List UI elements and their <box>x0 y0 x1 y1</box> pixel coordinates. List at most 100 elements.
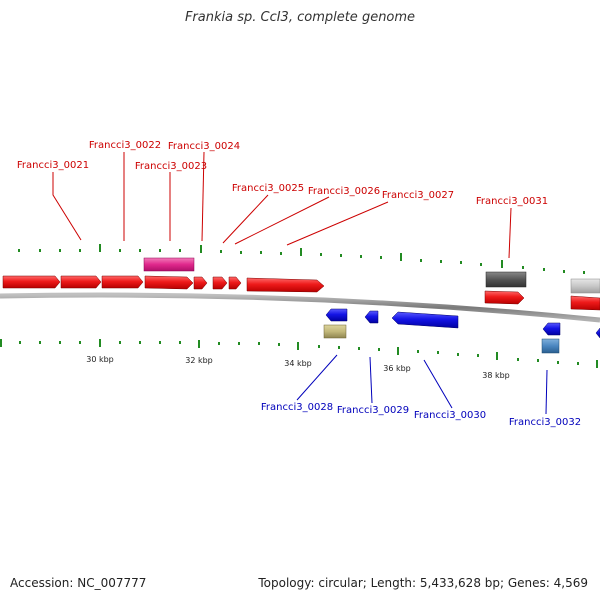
tick-mark <box>378 348 380 351</box>
genome-backbone <box>0 292 600 323</box>
tick-mark <box>280 252 282 255</box>
scale-label: 38 kbp <box>482 371 510 380</box>
tick-mark <box>517 358 519 361</box>
gene-label-francci3-0021[interactable]: Francci3_0021 <box>17 160 89 171</box>
tick-mark <box>563 270 565 273</box>
accession-text: Accession: NC_007777 <box>10 576 147 590</box>
tick-mark <box>300 248 302 256</box>
tick-mark <box>260 251 262 254</box>
tick-mark <box>460 261 462 264</box>
gene-arrow[interactable] <box>570 295 600 311</box>
tick-mark <box>340 254 342 257</box>
forward-strand-features <box>2 257 600 311</box>
gene-arrow[interactable] <box>101 275 144 289</box>
tick-mark <box>220 250 222 253</box>
gene-label-francci3-0032[interactable]: Francci3_0032 <box>509 417 581 428</box>
gene-arrow[interactable] <box>60 275 102 289</box>
tick-mark <box>99 244 101 252</box>
genome-summary-text: Topology: circular; Length: 5,433,628 bp… <box>258 576 588 590</box>
tick-mark <box>557 361 559 364</box>
tick-mark <box>477 354 479 357</box>
forward-leader-lines <box>52 151 512 259</box>
tick-mark <box>318 345 320 348</box>
tick-mark <box>258 342 260 345</box>
tick-mark <box>537 359 539 362</box>
leader-line <box>545 369 548 415</box>
tick-mark <box>119 341 121 344</box>
tick-mark <box>437 351 439 354</box>
tick-mark <box>200 245 202 253</box>
leader-line <box>234 196 330 245</box>
leader-line <box>286 201 389 246</box>
tick-mark <box>139 249 141 252</box>
gene-arrow[interactable] <box>193 276 208 290</box>
scale-label: 30 kbp <box>86 355 114 364</box>
gene-label-francci3-0025[interactable]: Francci3_0025 <box>232 183 304 194</box>
gene-arrow[interactable] <box>212 276 228 290</box>
gene-label-francci3-0030[interactable]: Francci3_0030 <box>414 410 486 421</box>
reverse-leader-lines <box>296 354 548 415</box>
tick-mark <box>522 266 524 269</box>
gene-arrow[interactable] <box>325 308 348 322</box>
tick-mark <box>501 260 503 268</box>
reverse-tick-track <box>0 339 598 368</box>
tick-mark <box>218 342 220 345</box>
gene-arrow[interactable] <box>595 327 600 339</box>
misc-feature-darkgray[interactable] <box>485 271 527 288</box>
tick-mark <box>0 339 2 347</box>
tick-mark <box>39 249 41 252</box>
tick-mark <box>480 263 482 266</box>
tick-mark <box>320 253 322 256</box>
tick-mark <box>380 256 382 259</box>
gene-arrow[interactable] <box>542 322 561 336</box>
tick-mark <box>18 249 20 252</box>
misc-feature-steelblue[interactable] <box>541 338 560 354</box>
scale-label: 36 kbp <box>383 364 411 373</box>
leader-line <box>423 359 453 409</box>
tick-mark <box>99 339 101 347</box>
gene-label-francci3-0023[interactable]: Francci3_0023 <box>135 161 207 172</box>
tick-mark <box>79 249 81 252</box>
gene-label-francci3-0022[interactable]: Francci3_0022 <box>89 140 161 151</box>
leader-line <box>222 194 269 244</box>
tick-mark <box>583 271 585 274</box>
gene-arrow[interactable] <box>2 275 61 289</box>
gene-label-francci3-0029[interactable]: Francci3_0029 <box>337 405 409 416</box>
gene-arrow[interactable] <box>484 290 525 305</box>
scale-label: 32 kbp <box>185 356 213 365</box>
tick-mark <box>79 341 81 344</box>
gene-arrow[interactable] <box>246 277 325 293</box>
leader-line <box>296 354 338 401</box>
leader-line <box>508 207 512 259</box>
tick-mark <box>397 347 399 355</box>
gene-arrow[interactable] <box>391 311 459 329</box>
forward-tick-track <box>18 244 585 274</box>
tick-mark <box>420 259 422 262</box>
scale-label: 34 kbp <box>284 359 312 368</box>
tick-mark <box>457 353 459 356</box>
tick-mark <box>159 341 161 344</box>
gene-label-francci3-0031[interactable]: Francci3_0031 <box>476 196 548 207</box>
tick-mark <box>59 341 61 344</box>
misc-feature-pink[interactable] <box>143 257 195 272</box>
gene-label-francci3-0028[interactable]: Francci3_0028 <box>261 402 333 413</box>
tick-mark <box>440 260 442 263</box>
tick-mark <box>338 346 340 349</box>
map-title: Frankia sp. CcI3, complete genome <box>184 10 416 25</box>
gene-arrow[interactable] <box>364 310 379 324</box>
tick-mark <box>596 360 598 368</box>
misc-feature-khaki[interactable] <box>323 324 347 339</box>
gene-arrow[interactable] <box>144 275 194 290</box>
gene-label-francci3-0027[interactable]: Francci3_0027 <box>382 190 454 201</box>
gene-label-francci3-0024[interactable]: Francci3_0024 <box>168 141 240 152</box>
tick-mark <box>297 342 299 350</box>
tick-mark <box>39 341 41 344</box>
gene-label-francci3-0026[interactable]: Francci3_0026 <box>308 186 380 197</box>
tick-mark <box>139 341 141 344</box>
tick-mark <box>417 350 419 353</box>
gene-arrow[interactable] <box>228 276 242 290</box>
leader-line <box>369 356 373 404</box>
tick-mark <box>543 268 545 271</box>
misc-feature-lightgray[interactable] <box>570 278 600 294</box>
